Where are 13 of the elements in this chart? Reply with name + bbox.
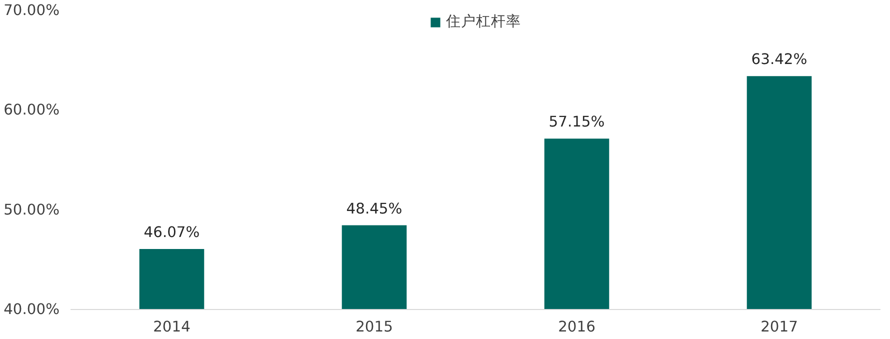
data-label: 46.07% [144, 224, 200, 241]
data-label: 57.15% [548, 114, 605, 131]
y-tick-label: 50.00% [4, 201, 60, 218]
x-tick-label: 2014 [153, 318, 190, 336]
y-tick-label: 60.00% [4, 102, 60, 119]
data-label: 48.45% [346, 200, 402, 218]
x-tick-label: 2017 [760, 318, 798, 336]
x-tick-label: 2015 [356, 318, 393, 336]
legend-label: 住户杠杆率 [446, 12, 521, 31]
data-label: 63.42% [751, 51, 808, 68]
y-tick-label: 40.00% [4, 301, 60, 318]
x-tick-label: 2016 [558, 318, 596, 336]
y-tick-label: 70.00% [4, 2, 60, 19]
